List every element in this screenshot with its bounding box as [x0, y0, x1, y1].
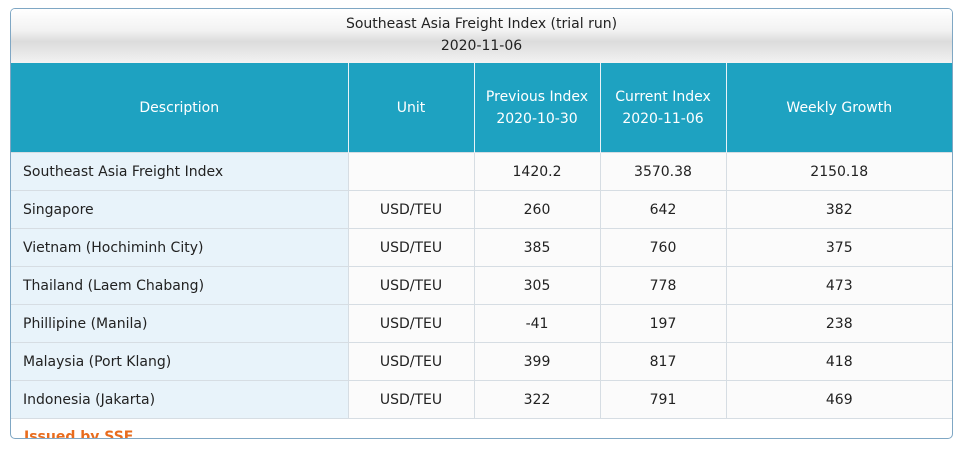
- cell: Phillipine (Manila): [11, 304, 349, 343]
- cell: 385: [473, 228, 601, 267]
- cell: 399: [473, 342, 601, 381]
- header-line: Description: [139, 99, 220, 116]
- index-panel: Southeast Asia Freight Index (trial run)…: [10, 8, 953, 439]
- header-line: Weekly Growth: [786, 99, 893, 116]
- cell: 238: [725, 304, 952, 343]
- cell: USD/TEU: [347, 304, 475, 343]
- table-row: Phillipine (Manila) USD/TEU -41 197 238: [11, 304, 952, 343]
- cell: 197: [599, 304, 727, 343]
- cell: 473: [725, 266, 952, 305]
- cell: 382: [725, 190, 952, 229]
- column-header: Weekly Growth: [725, 63, 952, 153]
- panel-header: Southeast Asia Freight Index (trial run)…: [11, 9, 952, 63]
- cell: USD/TEU: [347, 190, 475, 229]
- table-row: Southeast Asia Freight Index 1420.2 3570.3…: [11, 152, 952, 191]
- header-line: Unit: [396, 99, 426, 116]
- header-line: 2020-10-30: [496, 110, 578, 127]
- cell: 3570.38: [599, 152, 727, 191]
- cell: 305: [473, 266, 601, 305]
- cell: 418: [725, 342, 952, 381]
- index-table: Description Unit Previous Index 2020-10-30 C…: [11, 63, 952, 419]
- cell: 2150.18: [725, 152, 952, 191]
- cell: Thailand (Laem Chabang): [11, 266, 349, 305]
- table-row: Malaysia (Port Klang) USD/TEU 399 817 418: [11, 342, 952, 381]
- cell: 469: [725, 380, 952, 419]
- cell: [347, 152, 475, 191]
- header-line: 2020-11-06: [622, 110, 704, 127]
- header-line: Current Index: [615, 88, 711, 105]
- cell: Malaysia (Port Klang): [11, 342, 349, 381]
- header-row: Description Unit Previous Index 2020-10-30 C…: [11, 63, 952, 153]
- cell: 260: [473, 190, 601, 229]
- table-row: Thailand (Laem Chabang) USD/TEU 305 778 473: [11, 266, 952, 305]
- date: 2020-11-06: [440, 38, 523, 54]
- cell: USD/TEU: [347, 228, 475, 267]
- table-row: Vietnam (Hochiminh City) USD/TEU 385 760 375: [11, 228, 952, 267]
- cell: -41: [473, 304, 601, 343]
- column-header: Current Index 2020-11-06: [599, 63, 726, 153]
- cell: 375: [725, 228, 952, 267]
- cell: Vietnam (Hochiminh City): [11, 228, 349, 267]
- cell: 642: [599, 190, 727, 229]
- cell: Indonesia (Jakarta): [11, 380, 349, 419]
- column-header: Previous Index 2020-10-30: [473, 63, 600, 153]
- cell: 791: [599, 380, 727, 419]
- cell: 322: [473, 380, 601, 419]
- cell: USD/TEU: [347, 342, 475, 381]
- table-row: Singapore USD/TEU 260 642 382: [11, 190, 952, 229]
- cell: 817: [599, 342, 727, 381]
- cell: USD/TEU: [347, 380, 475, 419]
- table-row: Indonesia (Jakarta) USD/TEU 322 791 469: [11, 380, 952, 419]
- cell: 1420.2: [473, 152, 601, 191]
- column-header: Description: [11, 63, 348, 153]
- footer: Issued by SSE: [24, 429, 134, 439]
- cell: 778: [599, 266, 727, 305]
- cell: 760: [599, 228, 727, 267]
- table-body: Southeast Asia Freight Index 1420.2 3570.3…: [11, 152, 952, 419]
- cell: Southeast Asia Freight Index: [11, 152, 349, 191]
- cell: Singapore: [11, 190, 349, 229]
- column-header: Unit: [347, 63, 474, 153]
- title: Southeast Asia Freight Index (trial run): [345, 16, 618, 32]
- header-line: Previous Index: [485, 88, 589, 105]
- cell: USD/TEU: [347, 266, 475, 305]
